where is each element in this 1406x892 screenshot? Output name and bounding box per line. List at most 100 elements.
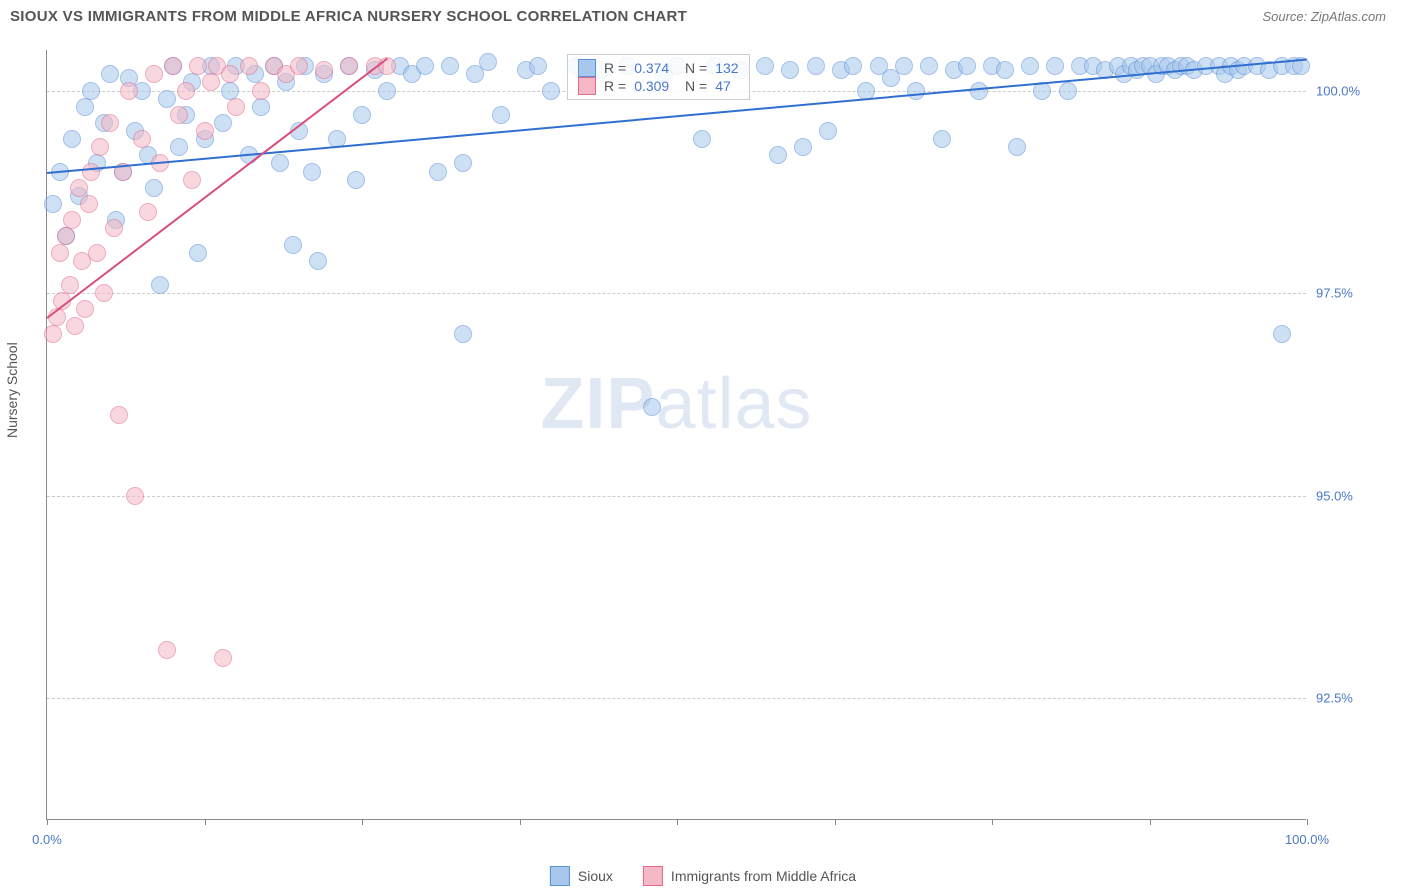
x-tick [362, 819, 363, 825]
immigrants-point [183, 171, 201, 189]
r-value: 0.309 [634, 78, 669, 94]
immigrants-legend-swatch [643, 866, 663, 886]
legend-label: Immigrants from Middle Africa [671, 868, 856, 884]
y-tick-label: 92.5% [1316, 691, 1376, 706]
x-tick [992, 819, 993, 825]
immigrants-point [170, 106, 188, 124]
y-axis-label: Nursery School [4, 342, 20, 438]
sioux-point [643, 398, 661, 416]
immigrants-point [189, 57, 207, 75]
immigrants-point [196, 122, 214, 140]
n-label: N = [677, 78, 707, 94]
immigrants-point [252, 82, 270, 100]
sioux-point [756, 57, 774, 75]
immigrants-point [120, 82, 138, 100]
x-tick [47, 819, 48, 825]
sioux-point [693, 130, 711, 148]
n-label: N = [677, 60, 707, 76]
x-tick [835, 819, 836, 825]
sioux-point [807, 57, 825, 75]
immigrants-point [227, 98, 245, 116]
sioux-point [101, 65, 119, 83]
immigrants-point [202, 73, 220, 91]
immigrants-point [164, 57, 182, 75]
sioux-point [82, 82, 100, 100]
sioux-point [907, 82, 925, 100]
legend-label: Sioux [578, 868, 613, 884]
sioux-point [214, 114, 232, 132]
y-tick-label: 95.0% [1316, 488, 1376, 503]
sioux-point [958, 57, 976, 75]
immigrants-point [158, 641, 176, 659]
legend-item-immigrants: Immigrants from Middle Africa [643, 866, 856, 886]
immigrants-point [91, 138, 109, 156]
correlation-stats-box: R =0.374 N =132R =0.309 N =47 [567, 54, 750, 100]
x-tick [677, 819, 678, 825]
immigrants-trendline [46, 58, 387, 319]
x-tick [1150, 819, 1151, 825]
immigrants-point [57, 227, 75, 245]
immigrants-point [133, 130, 151, 148]
sioux-point [454, 154, 472, 172]
immigrants-point [315, 61, 333, 79]
immigrants-point [221, 65, 239, 83]
immigrants-point [44, 325, 62, 343]
r-label: R = [604, 78, 626, 94]
x-tick [520, 819, 521, 825]
sioux-point [492, 106, 510, 124]
immigrants-point [95, 284, 113, 302]
source-label: Source: ZipAtlas.com [1262, 9, 1386, 24]
immigrants-point [145, 65, 163, 83]
immigrants-point [101, 114, 119, 132]
immigrants-point [105, 219, 123, 237]
sioux-point [1046, 57, 1064, 75]
sioux-point [1273, 325, 1291, 343]
sioux-point [158, 90, 176, 108]
sioux-point [284, 236, 302, 254]
immigrants-point [126, 487, 144, 505]
x-tick [1307, 819, 1308, 825]
sioux-point [271, 154, 289, 172]
immigrants-point [70, 179, 88, 197]
y-tick-label: 100.0% [1316, 83, 1376, 98]
sioux-point [170, 138, 188, 156]
sioux-swatch [578, 59, 596, 77]
sioux-point [353, 106, 371, 124]
sioux-point [844, 57, 862, 75]
sioux-legend-swatch [550, 866, 570, 886]
immigrants-point [66, 317, 84, 335]
sioux-point [1021, 57, 1039, 75]
stats-row-sioux: R = 0.374 N = 132 [578, 59, 739, 77]
immigrants-swatch [578, 77, 596, 95]
chart-title: SIOUX VS IMMIGRANTS FROM MIDDLE AFRICA N… [10, 8, 687, 25]
sioux-point [429, 163, 447, 181]
sioux-point [309, 252, 327, 270]
x-tick-label: 0.0% [32, 832, 62, 847]
r-value: 0.374 [634, 60, 669, 76]
immigrants-point [61, 276, 79, 294]
sioux-point [529, 57, 547, 75]
sioux-point [378, 82, 396, 100]
gridline [47, 698, 1306, 699]
sioux-point [44, 195, 62, 213]
sioux-point [347, 171, 365, 189]
sioux-point [252, 98, 270, 116]
sioux-point [416, 57, 434, 75]
stats-row-immigrants: R =0.309 N =47 [578, 77, 739, 95]
sioux-point [63, 130, 81, 148]
immigrants-point [139, 203, 157, 221]
sioux-point [189, 244, 207, 262]
immigrants-point [63, 211, 81, 229]
sioux-point [895, 57, 913, 75]
sioux-point [769, 146, 787, 164]
sioux-point [454, 325, 472, 343]
n-value: 132 [715, 60, 738, 76]
sioux-point [1059, 82, 1077, 100]
x-tick [205, 819, 206, 825]
immigrants-point [340, 57, 358, 75]
sioux-point [920, 57, 938, 75]
immigrants-point [76, 300, 94, 318]
sioux-point [933, 130, 951, 148]
immigrants-point [177, 82, 195, 100]
r-label: R = [604, 60, 626, 76]
